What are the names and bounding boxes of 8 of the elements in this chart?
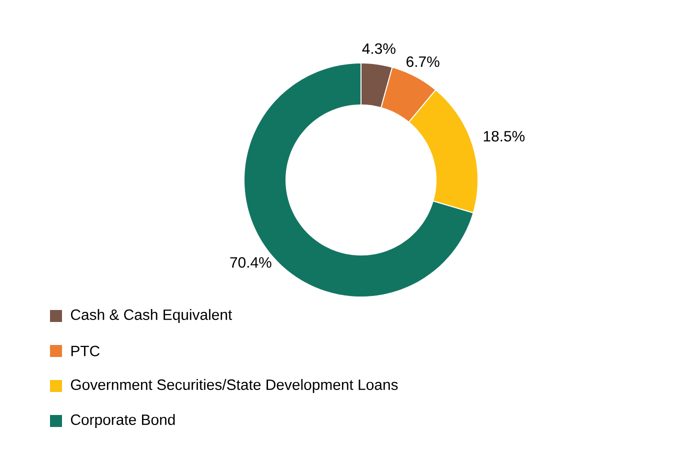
data-label: 18.5% [484,130,525,142]
data-label: 70.4% [230,257,272,268]
legend-label: PTC [71,346,100,356]
data-label: 6.7% [406,56,440,67]
legend-label: Government Securities/State Development Loans [70,379,398,393]
legend-label: Corporate Bond [70,414,175,428]
legend-label: Cash & Cash Equivalent [70,309,232,323]
data-label: 4.3% [362,43,396,54]
